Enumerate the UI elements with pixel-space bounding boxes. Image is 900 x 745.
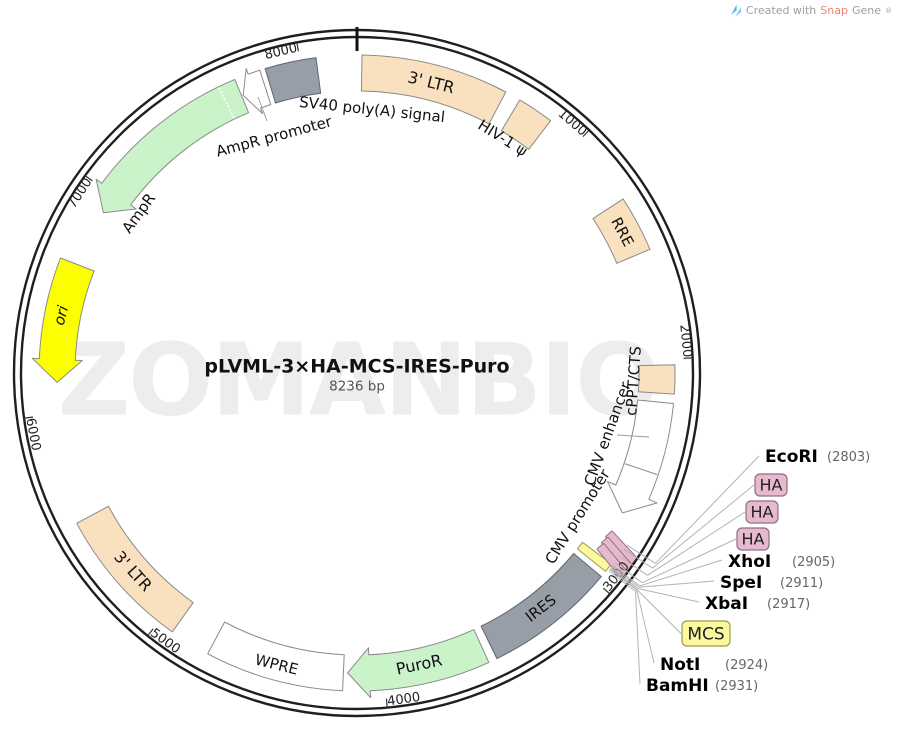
- enzyme-position-bamhi: (2931): [715, 679, 758, 694]
- tag-label-ha-tag-3: HA: [742, 530, 765, 549]
- tag-callout-line-ha-tag-2: [647, 511, 746, 576]
- tick-6000: [23, 416, 34, 419]
- snapgene-logo-icon: [730, 4, 741, 17]
- enzyme-position-xbai: (2917): [767, 597, 810, 612]
- tick-4000: [385, 698, 388, 708]
- enzyme-callout-line-bamhi: [635, 591, 641, 685]
- feature-3-ltr-bottom[interactable]: [76, 505, 194, 633]
- enzyme-callout-line-spei: [638, 580, 715, 588]
- plasmid-ring-outer: [12, 28, 702, 718]
- feature-label-cppt-cts[interactable]: cPPT/CTS: [622, 346, 645, 417]
- tag-label-mcs-tag: MCS: [687, 625, 724, 645]
- credit-brand-gene: Gene: [851, 4, 881, 17]
- enzyme-stub-xbai: [610, 567, 639, 589]
- watermark: ZOMANBIO: [57, 321, 661, 439]
- tag-box-ha-tag-3[interactable]: [736, 527, 770, 551]
- tick-label-4000: 4000: [386, 690, 421, 710]
- feature-sv40-polya[interactable]: [264, 57, 322, 104]
- enzyme-position-noti: (2924): [725, 658, 768, 673]
- tag-stub-ha-tag-1: [623, 548, 653, 569]
- enzyme-position-ecori: (2803): [827, 450, 870, 465]
- tag-label-ha-tag-1: HA: [760, 476, 783, 495]
- tag-stub-mcs-tag: [609, 568, 638, 591]
- tag-callout-line-mcs-tag: [636, 589, 682, 634]
- tag-box-mcs-tag[interactable]: [681, 620, 731, 647]
- tag-stub-ha-tag-2: [619, 555, 648, 576]
- enzyme-callout-line-xhoi: [639, 559, 723, 587]
- enzyme-position-spei: (2911): [780, 576, 823, 591]
- tick-label-6000: 6000: [22, 417, 43, 452]
- enzyme-position-xhoi: (2905): [792, 555, 835, 570]
- tick-8000: [296, 42, 300, 52]
- enzyme-label-spei[interactable]: SpeI: [720, 573, 762, 593]
- tick-7000: [84, 175, 93, 182]
- cmv-enhancer-leader: [616, 434, 650, 438]
- credit-registered-mark: ®: [885, 6, 892, 15]
- snapgene-credit: Created with Snap Gene ®: [730, 4, 892, 17]
- feature-cmv-enhancer-promoter[interactable]: [607, 399, 674, 514]
- feature-label-ori[interactable]: ori: [50, 303, 73, 327]
- enzyme-label-bamhi[interactable]: BamHI: [646, 676, 709, 696]
- feature-wpre[interactable]: [207, 621, 345, 692]
- enzyme-label-xbai[interactable]: XbaI: [705, 594, 748, 614]
- feature-puror[interactable]: [347, 629, 490, 699]
- enzyme-stub-ecori: [626, 544, 656, 564]
- feature-mcs-block[interactable]: [576, 541, 612, 572]
- feature-divider-cmv-enhancer-promoter-0: [624, 463, 658, 476]
- tag-label-ha-tag-2: HA: [751, 503, 774, 522]
- enzyme-stub-spei: [611, 566, 640, 588]
- tag-box-ha-tag-1[interactable]: [754, 473, 788, 497]
- enzyme-callout-line-xbai: [637, 588, 700, 603]
- feature-ampr[interactable]: [95, 78, 250, 214]
- tag-callout-line-ha-tag-3: [642, 538, 737, 584]
- feature-ampr-promoter[interactable]: [242, 68, 272, 115]
- feature-rre[interactable]: [592, 198, 651, 264]
- enzyme-callout-line-ecori: [655, 455, 760, 564]
- credit-brand-snap: Snap: [820, 4, 848, 17]
- tick-label-8000: 8000: [263, 41, 299, 63]
- tick-3000: [602, 587, 611, 595]
- tag-callout-line-ha-tag-1: [652, 484, 755, 569]
- feature-cppt-cts[interactable]: [637, 364, 676, 395]
- tick-label-7000: 7000: [65, 175, 96, 211]
- feature-divider-ampr-0: [218, 87, 235, 119]
- enzyme-stub-xhoi: [612, 565, 641, 587]
- tick-label-2000: 2000: [676, 324, 694, 358]
- tick-5000: [147, 628, 154, 637]
- tag-stub-ha-tag-3: [614, 562, 643, 584]
- enzyme-label-xhoi[interactable]: XhoI: [728, 552, 771, 572]
- tick-label-5000: 5000: [147, 626, 183, 657]
- enzyme-callout-line-noti: [636, 589, 655, 664]
- tick-1000: [582, 129, 590, 138]
- enzyme-stub-bamhi: [608, 570, 636, 592]
- feature-ori[interactable]: [31, 257, 95, 383]
- feature-hiv-1-psi[interactable]: [500, 99, 552, 150]
- feature-ires[interactable]: [480, 553, 602, 660]
- ampr-promoter-leader: [257, 96, 268, 122]
- enzyme-label-noti[interactable]: NotI: [660, 655, 700, 675]
- credit-prefix: Created with: [745, 4, 817, 17]
- feature-3-ltr-top[interactable]: [360, 54, 507, 125]
- plasmid-ring-inner: [19, 35, 695, 711]
- tag-box-ha-tag-2[interactable]: [745, 500, 779, 524]
- enzyme-label-ecori[interactable]: EcoRI: [765, 447, 818, 467]
